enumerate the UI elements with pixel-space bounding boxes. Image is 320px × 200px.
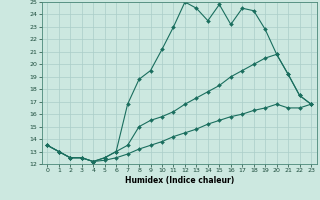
X-axis label: Humidex (Indice chaleur): Humidex (Indice chaleur) — [124, 176, 234, 185]
